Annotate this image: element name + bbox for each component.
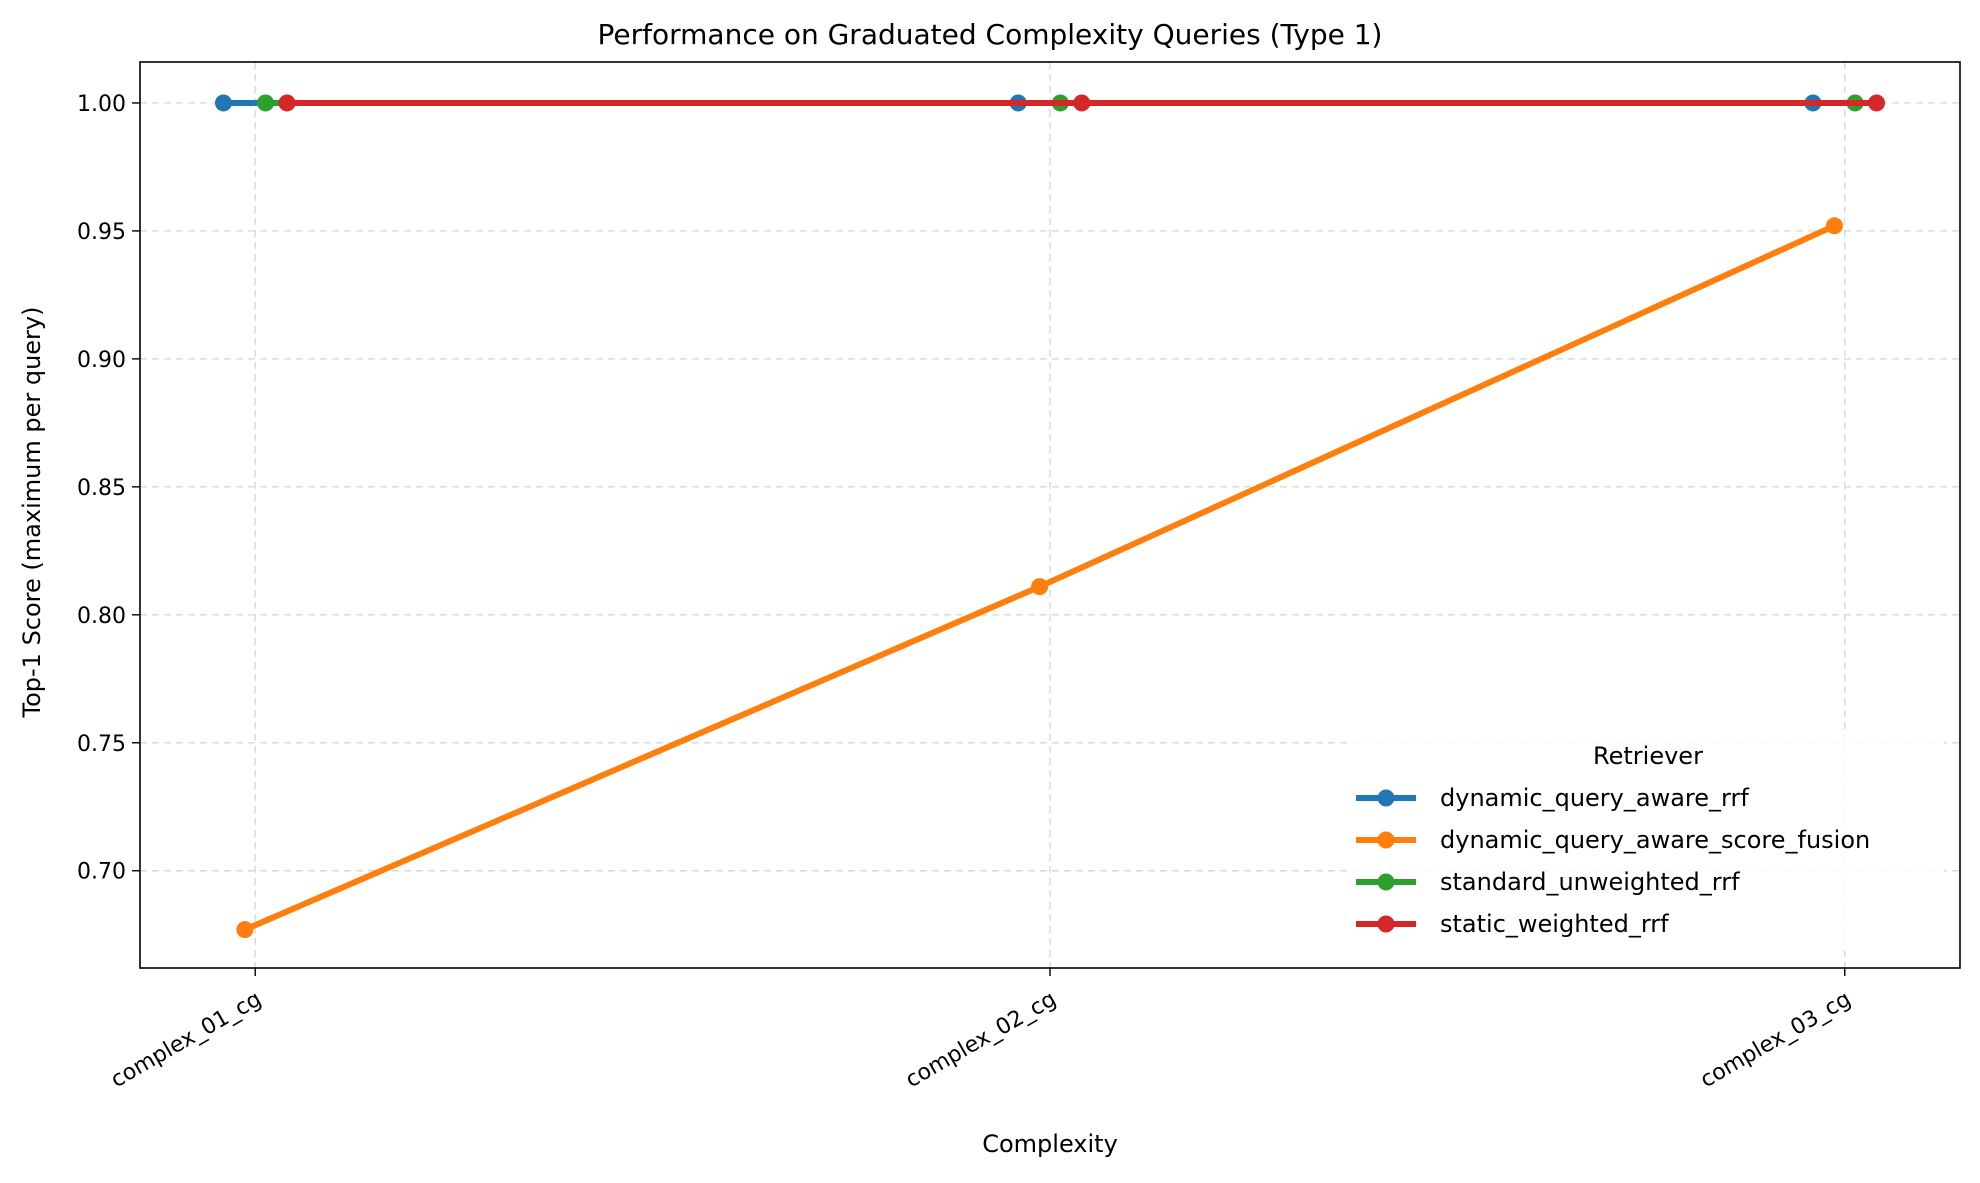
y-tick-label: 0.90 bbox=[77, 348, 126, 373]
data-point bbox=[1031, 578, 1049, 596]
legend-item: dynamic_query_aware_score_fusion bbox=[1356, 826, 1870, 854]
legend-item: static_weighted_rrf bbox=[1356, 910, 1669, 938]
legend: Retriever dynamic_query_aware_rrfdynamic… bbox=[1348, 733, 1944, 951]
series-dynamic_query_aware_score_fusion bbox=[236, 217, 1843, 939]
series-layer bbox=[214, 94, 1886, 939]
data-point bbox=[1868, 94, 1886, 112]
legend-label: static_weighted_rrf bbox=[1440, 910, 1669, 938]
y-tick-label: 0.95 bbox=[77, 220, 126, 245]
x-axis-label: Complexity bbox=[982, 1130, 1118, 1158]
legend-swatch-marker bbox=[1377, 873, 1395, 891]
series-static_weighted_rrf bbox=[278, 94, 1886, 112]
y-tick-label: 0.75 bbox=[77, 732, 126, 757]
legend-label: dynamic_query_aware_rrf bbox=[1440, 784, 1749, 812]
legend-item: standard_unweighted_rrf bbox=[1356, 868, 1740, 896]
y-tick-label: 0.85 bbox=[77, 476, 126, 501]
data-point bbox=[214, 94, 232, 112]
legend-title: Retriever bbox=[1593, 742, 1703, 770]
legend-item: dynamic_query_aware_rrf bbox=[1356, 784, 1749, 812]
legend-label: dynamic_query_aware_score_fusion bbox=[1440, 826, 1870, 854]
legend-swatch-marker bbox=[1377, 915, 1395, 933]
y-axis-label: Top-1 Score (maximum per query) bbox=[18, 307, 46, 719]
data-point bbox=[236, 921, 254, 939]
data-point bbox=[278, 94, 296, 112]
data-point bbox=[1073, 94, 1091, 112]
chart-title: Performance on Graduated Complexity Quer… bbox=[598, 18, 1383, 51]
data-point bbox=[1825, 217, 1843, 235]
legend-swatch-marker bbox=[1377, 789, 1395, 807]
data-point bbox=[257, 94, 275, 112]
y-tick-label: 0.70 bbox=[77, 860, 126, 885]
y-tick-label: 1.00 bbox=[77, 92, 126, 117]
legend-swatch-marker bbox=[1377, 831, 1395, 849]
y-tick-label: 0.80 bbox=[77, 604, 126, 629]
legend-box bbox=[1348, 733, 1944, 951]
legend-label: standard_unweighted_rrf bbox=[1440, 868, 1740, 896]
